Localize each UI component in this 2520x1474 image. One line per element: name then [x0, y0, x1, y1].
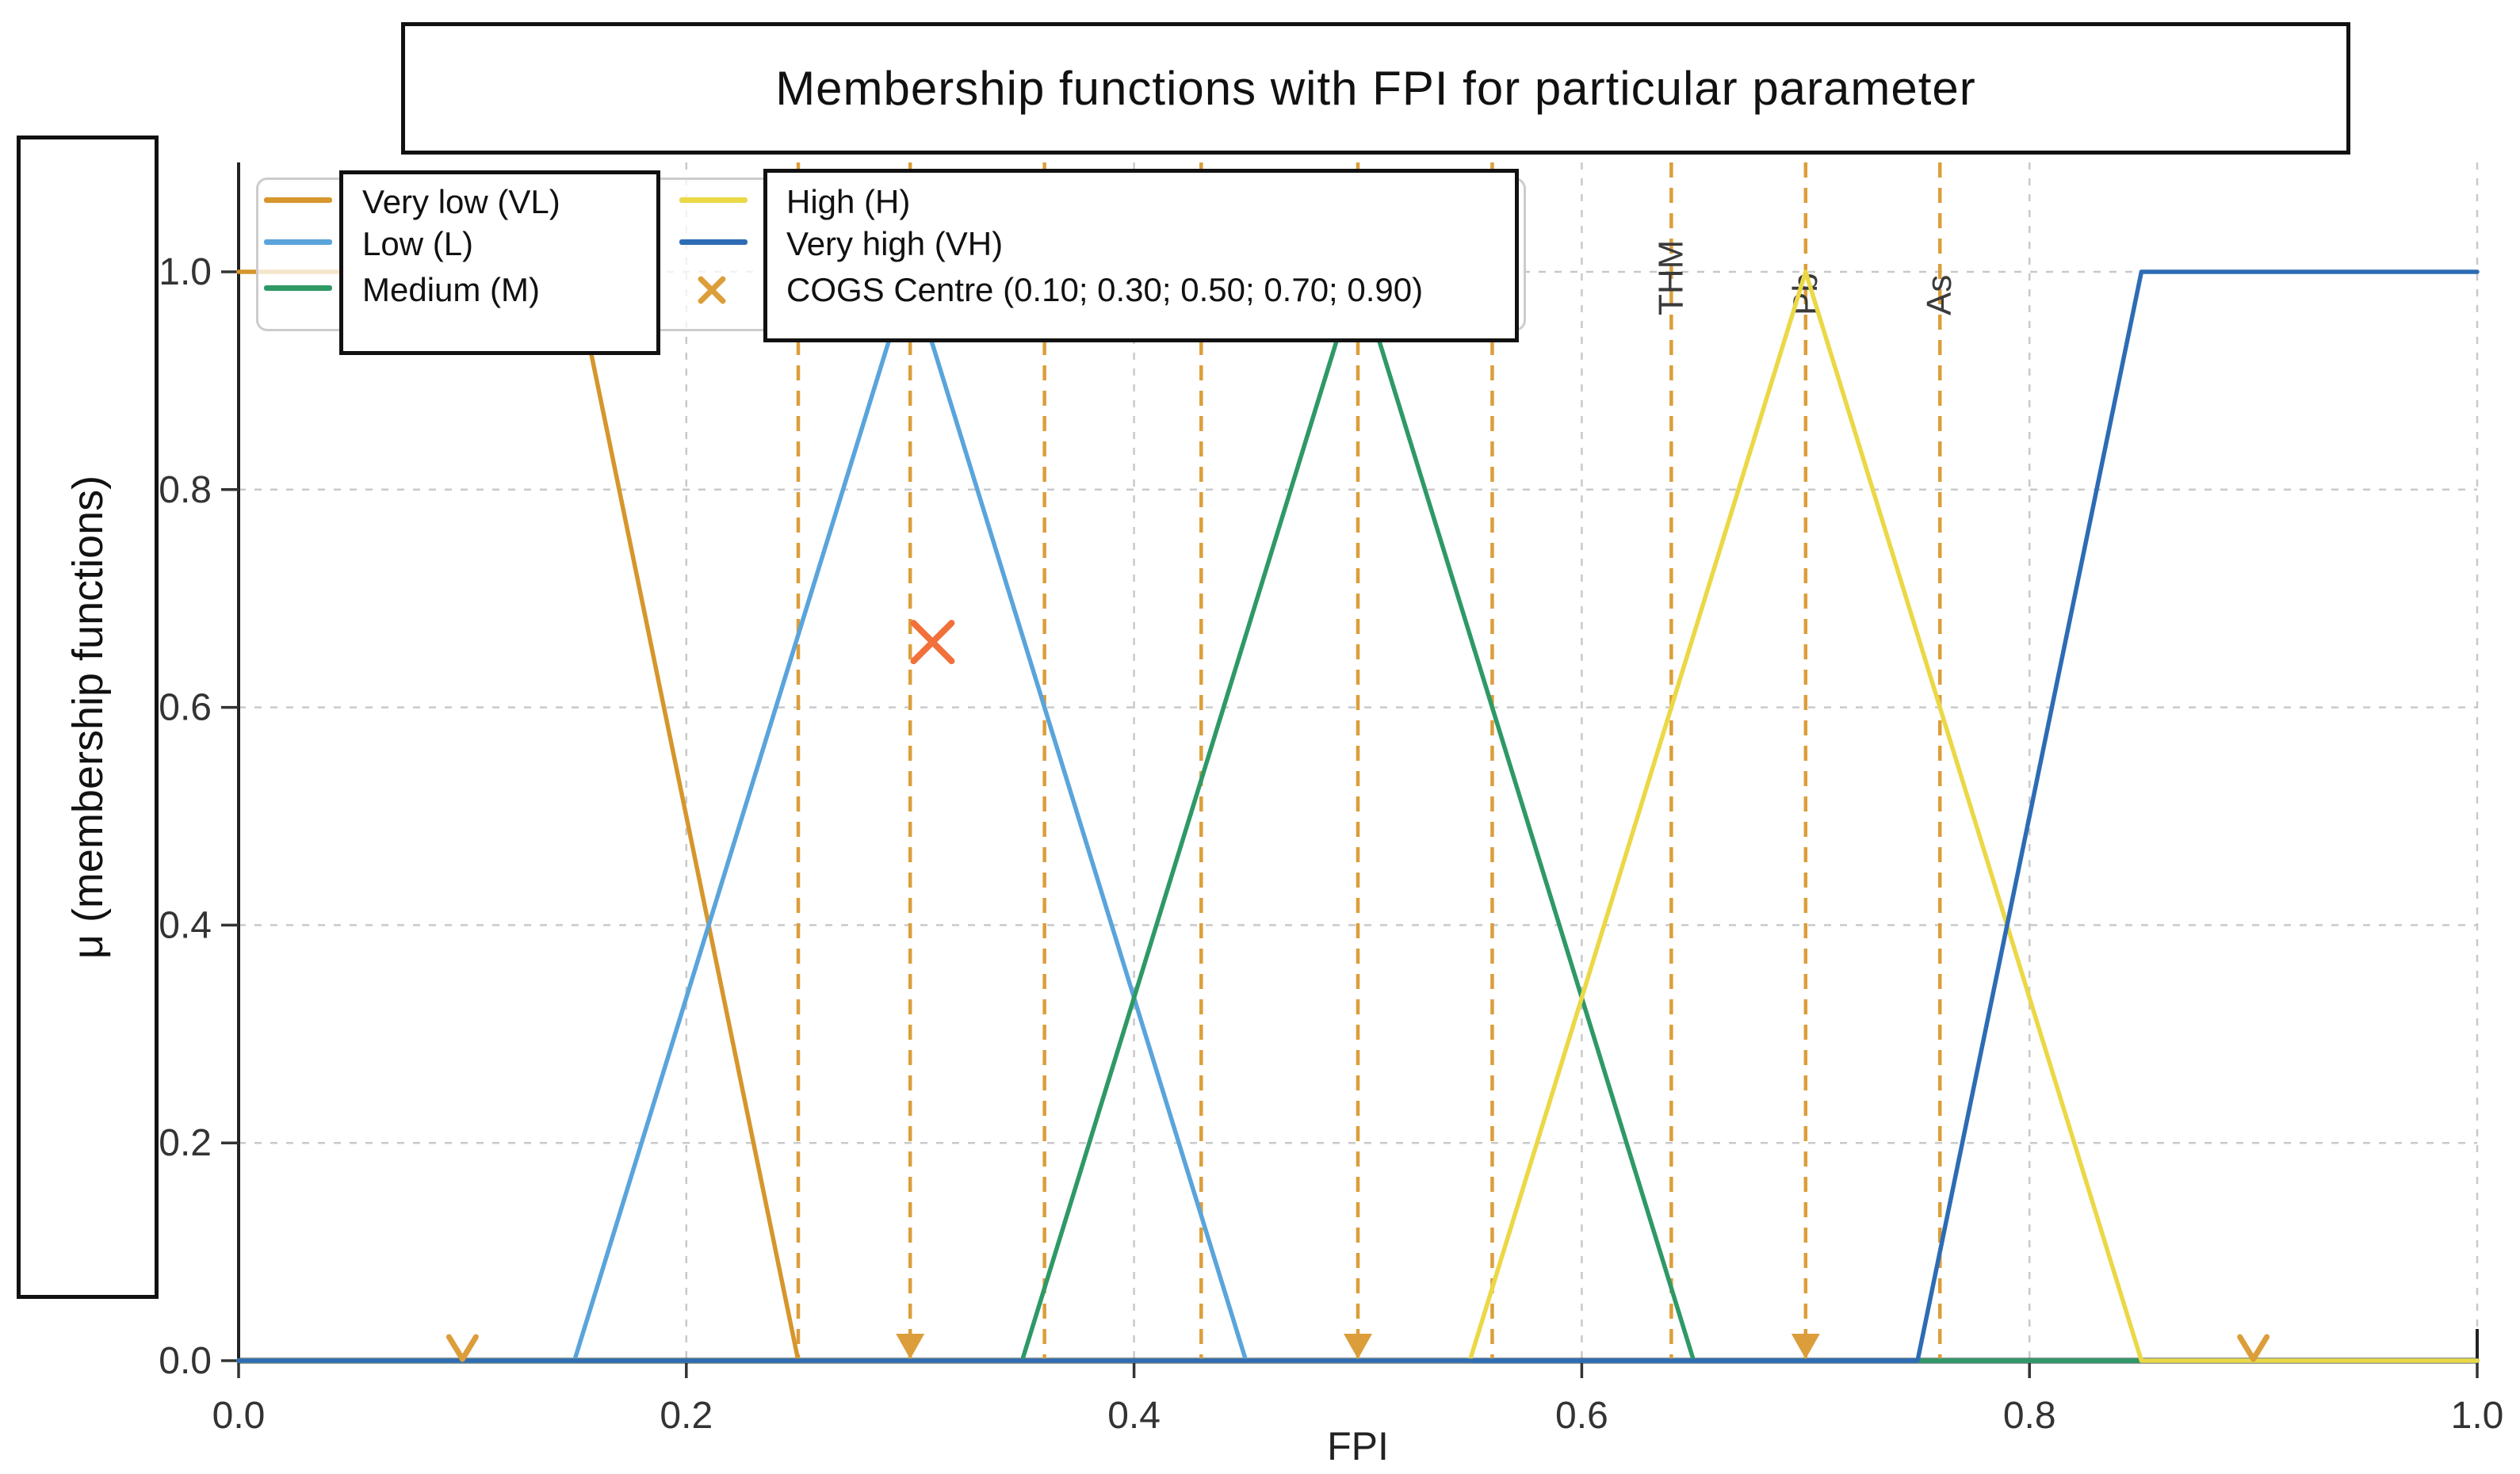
- legend-sample-line: [679, 197, 748, 203]
- x-tick-label: 0.6: [1555, 1395, 1608, 1437]
- chart-title: Membership functions with FPI for partic…: [775, 62, 1976, 115]
- x-tick-label: 0.4: [1107, 1395, 1161, 1437]
- legend-label: COGS Centre (0.10; 0.30; 0.50; 0.70; 0.9…: [786, 271, 1424, 308]
- y-tick-label: 0.6: [159, 687, 212, 729]
- y-tick-label: 0.2: [159, 1122, 212, 1164]
- legend-sample-line: [264, 239, 332, 245]
- legend-box-left: Very low (VL) Low (L) Medium (M): [339, 170, 660, 355]
- x-tick-label: 0.2: [660, 1395, 713, 1437]
- legend-box-right: High (H) Very high (VH) COGS Centre (0.10;…: [763, 169, 1519, 342]
- ylabel-box: μ (membership functions): [17, 136, 159, 1299]
- legend-label: Very low (VL): [362, 183, 560, 220]
- legend-sample-x-icon: [694, 272, 730, 308]
- x-tick-label: 1.0: [2451, 1395, 2504, 1437]
- fpi-line-label: THM: [1651, 240, 1690, 315]
- y-tick-label: 0.8: [159, 469, 212, 511]
- membership-line-medium-m: [236, 269, 2480, 1363]
- membership-line-very-high-vh: [236, 269, 2480, 1363]
- cogs-arrowhead: [1791, 1334, 1820, 1359]
- membership-line-low-l: [236, 269, 2480, 1363]
- legend-label: Medium (M): [362, 271, 541, 308]
- cogs-arrowhead: [1344, 1334, 1372, 1359]
- y-tick-label: 0.4: [159, 904, 212, 946]
- membership-line-very-low-vl: [236, 269, 2480, 1363]
- cogs-x-marker: [445, 1334, 465, 1362]
- defuzzified-x-marker: [910, 620, 955, 665]
- legend-label: Low (L): [362, 225, 474, 262]
- y-tick-label: 0.0: [159, 1340, 212, 1382]
- legend-label: Very high (VH): [786, 225, 1004, 262]
- legend-label: High (H): [786, 183, 911, 220]
- title-box: Membership functions with FPI for partic…: [401, 22, 2350, 155]
- x-tick-label: 0.8: [2003, 1395, 2056, 1437]
- legend-sample-line: [264, 197, 332, 203]
- legend-sample-line: [264, 285, 332, 291]
- membership-line-high-h: [236, 269, 2480, 1363]
- legend-sample-line: [679, 239, 748, 245]
- x-tick-label: 0.0: [212, 1395, 266, 1437]
- cogs-arrowhead: [896, 1334, 925, 1359]
- fpi-line-label: As: [1920, 275, 1959, 315]
- cogs-x-marker: [2250, 1334, 2270, 1362]
- cogs-x-marker: [2237, 1334, 2257, 1362]
- cogs-x-marker: [459, 1334, 479, 1362]
- y-tick-label: 1.0: [159, 251, 212, 293]
- y-axis-label: μ (membership functions): [63, 475, 112, 960]
- x-axis-label: FPI: [1327, 1424, 1389, 1468]
